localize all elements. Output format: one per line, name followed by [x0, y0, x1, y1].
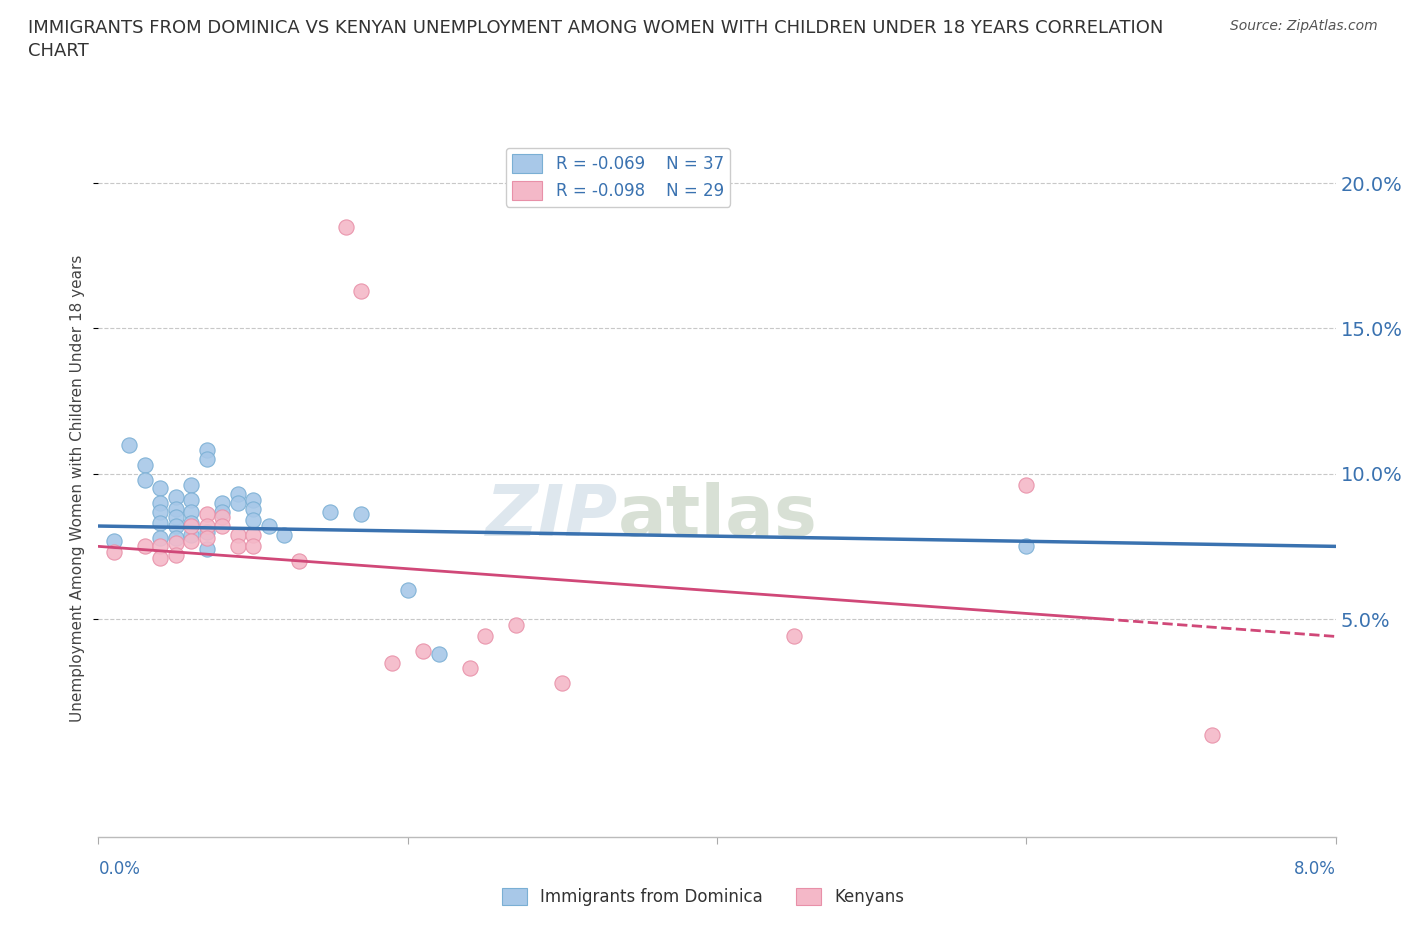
Point	[211, 504, 233, 519]
Point	[195, 519, 218, 534]
Text: ZIP: ZIP	[486, 482, 619, 551]
Point	[149, 539, 172, 554]
Point	[195, 530, 218, 545]
Point	[149, 515, 172, 530]
Point	[1015, 478, 1038, 493]
Point	[165, 530, 187, 545]
Point	[165, 536, 187, 551]
Text: 8.0%: 8.0%	[1294, 860, 1336, 878]
Point	[149, 504, 172, 519]
Point	[180, 504, 202, 519]
Point	[335, 219, 357, 234]
Point	[288, 553, 311, 568]
Point	[257, 519, 280, 534]
Point	[195, 452, 218, 467]
Y-axis label: Unemployment Among Women with Children Under 18 years: Unemployment Among Women with Children U…	[70, 255, 86, 722]
Point	[149, 530, 172, 545]
Point	[149, 551, 172, 565]
Point	[226, 496, 249, 511]
Point	[118, 437, 141, 452]
Point	[165, 548, 187, 563]
Point	[134, 458, 156, 472]
Point	[427, 646, 450, 661]
Point	[242, 501, 264, 516]
Point	[319, 504, 342, 519]
Point	[180, 527, 202, 542]
Legend: Immigrants from Dominica, Kenyans: Immigrants from Dominica, Kenyans	[495, 881, 911, 912]
Point	[273, 527, 295, 542]
Point	[242, 527, 264, 542]
Point	[226, 527, 249, 542]
Point	[211, 496, 233, 511]
Point	[226, 539, 249, 554]
Text: IMMIGRANTS FROM DOMINICA VS KENYAN UNEMPLOYMENT AMONG WOMEN WITH CHILDREN UNDER : IMMIGRANTS FROM DOMINICA VS KENYAN UNEMP…	[28, 19, 1164, 60]
Point	[149, 481, 172, 496]
Point	[180, 519, 202, 534]
Point	[211, 510, 233, 525]
Point	[195, 443, 218, 458]
Point	[149, 496, 172, 511]
Point	[195, 525, 218, 539]
Point	[195, 507, 218, 522]
Point	[180, 478, 202, 493]
Point	[242, 512, 264, 527]
Text: Source: ZipAtlas.com: Source: ZipAtlas.com	[1230, 19, 1378, 33]
Point	[396, 582, 419, 597]
Point	[412, 644, 434, 658]
Point	[134, 539, 156, 554]
Point	[551, 675, 574, 690]
Point	[211, 519, 233, 534]
Point	[165, 501, 187, 516]
Point	[1201, 728, 1223, 743]
Point	[226, 486, 249, 501]
Point	[180, 493, 202, 508]
Point	[783, 629, 806, 644]
Text: 0.0%: 0.0%	[98, 860, 141, 878]
Point	[505, 618, 527, 632]
Point	[134, 472, 156, 487]
Point	[165, 489, 187, 504]
Point	[180, 515, 202, 530]
Point	[195, 542, 218, 557]
Point	[474, 629, 496, 644]
Point	[350, 283, 373, 298]
Point	[381, 655, 404, 670]
Point	[165, 519, 187, 534]
Point	[242, 539, 264, 554]
Legend: R = -0.069    N = 37, R = -0.098    N = 29: R = -0.069 N = 37, R = -0.098 N = 29	[506, 148, 731, 206]
Text: atlas: atlas	[619, 482, 818, 551]
Point	[458, 661, 481, 676]
Point	[180, 533, 202, 548]
Point	[350, 507, 373, 522]
Point	[165, 510, 187, 525]
Point	[103, 533, 125, 548]
Point	[242, 493, 264, 508]
Point	[1015, 539, 1038, 554]
Point	[103, 545, 125, 560]
